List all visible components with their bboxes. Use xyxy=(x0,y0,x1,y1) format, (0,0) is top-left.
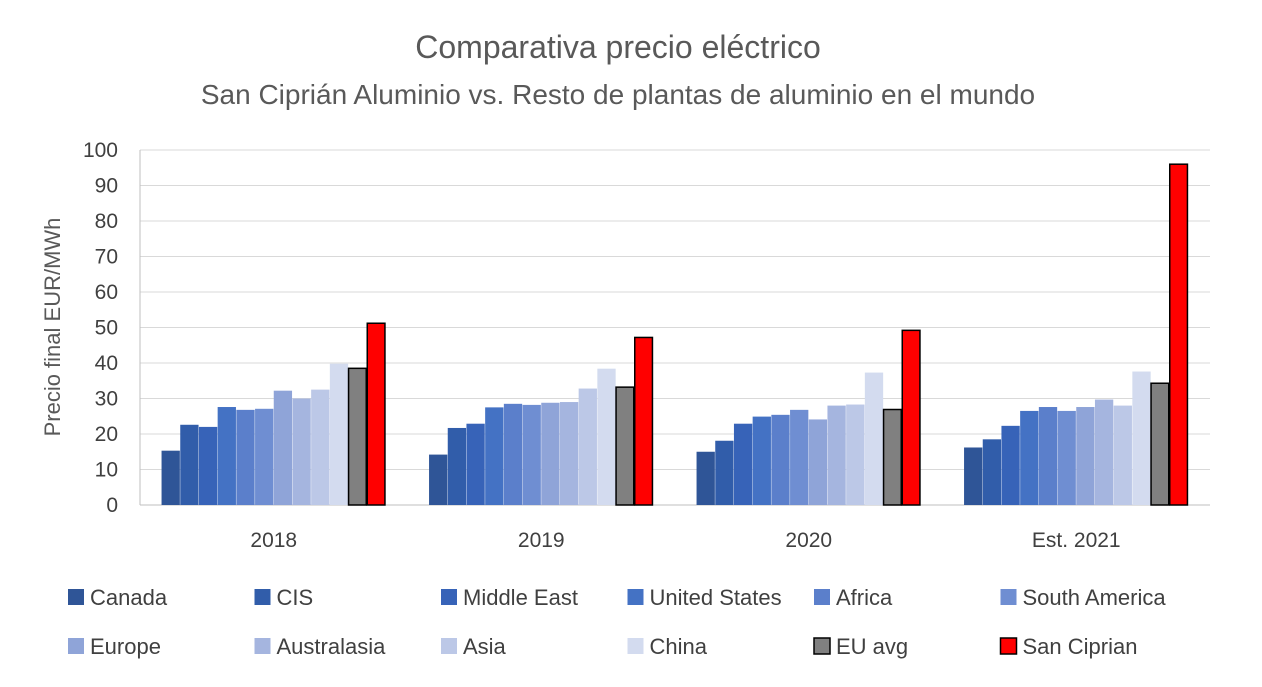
bar xyxy=(198,426,218,505)
bar xyxy=(1057,410,1076,505)
bar xyxy=(1094,399,1114,505)
legend-swatch xyxy=(68,589,84,605)
y-tick-label: 80 xyxy=(95,210,118,233)
bar xyxy=(1001,425,1020,505)
x-axis-ticks: 2018 2019 2020 Est. 2021 xyxy=(250,529,1120,552)
bar xyxy=(447,427,467,505)
bar xyxy=(578,388,597,505)
y-tick-label: 100 xyxy=(83,139,118,162)
bar xyxy=(696,451,715,505)
chart-subtitle: San Ciprián Aluminio vs. Resto de planta… xyxy=(201,79,1035,110)
legend-label: EU avg xyxy=(836,634,908,659)
bar xyxy=(503,403,523,505)
bar xyxy=(559,402,579,505)
legend-label: San Ciprian xyxy=(1023,634,1138,659)
bars xyxy=(161,163,1189,506)
y-tick-label: 40 xyxy=(95,352,118,375)
bar xyxy=(733,423,753,505)
bar xyxy=(882,408,902,506)
y-tick-label: 70 xyxy=(95,246,118,269)
legend-label: Africa xyxy=(836,585,893,610)
legend-label: CIS xyxy=(277,585,314,610)
legend-label: Canada xyxy=(90,585,168,610)
x-tick-label: Est. 2021 xyxy=(1032,529,1121,552)
bar xyxy=(846,404,865,505)
legend-label: China xyxy=(650,634,708,659)
legend-swatch xyxy=(1000,589,1017,605)
y-tick-label: 0 xyxy=(106,494,118,517)
bar xyxy=(311,389,330,505)
bar xyxy=(1169,163,1189,506)
legend: Canada CIS Middle East United States Africa S… xyxy=(68,585,1166,659)
legend-label: Australasia xyxy=(277,634,387,659)
legend-label: Europe xyxy=(90,634,161,659)
legend-label: Middle East xyxy=(463,585,578,610)
bar xyxy=(634,336,654,506)
bar xyxy=(715,440,734,505)
bar xyxy=(236,409,255,505)
y-axis-ticks: 0 10 20 30 40 50 60 70 80 90 100 xyxy=(83,139,118,517)
bar xyxy=(347,367,367,506)
legend-label: United States xyxy=(650,585,782,610)
bar xyxy=(982,439,1002,505)
chart-title: Comparativa precio eléctrico xyxy=(415,29,821,65)
bar xyxy=(752,416,771,505)
bar xyxy=(1038,407,1058,505)
bar xyxy=(790,409,809,505)
bar xyxy=(808,419,828,505)
y-tick-label: 10 xyxy=(95,459,118,482)
legend-swatch xyxy=(814,589,830,605)
y-axis-label: Precio final EUR/MWh xyxy=(40,218,65,437)
legend-label: Asia xyxy=(463,634,507,659)
legend-swatch xyxy=(627,638,644,654)
bar xyxy=(366,322,386,506)
legend-label: South America xyxy=(1023,585,1167,610)
x-tick-label: 2020 xyxy=(785,529,832,552)
legend-swatch xyxy=(254,638,271,654)
bar xyxy=(217,407,236,505)
legend-swatch xyxy=(441,638,457,654)
legend-swatch xyxy=(254,589,271,605)
bar xyxy=(255,408,274,505)
legend-swatch xyxy=(999,637,1018,655)
bar xyxy=(180,424,199,505)
bar xyxy=(1020,410,1039,505)
bar xyxy=(292,398,311,505)
bar xyxy=(864,372,884,505)
y-tick-label: 60 xyxy=(95,281,118,304)
bar xyxy=(429,454,448,505)
y-tick-label: 20 xyxy=(95,423,118,446)
bar xyxy=(541,402,560,505)
legend-swatch xyxy=(68,638,84,654)
bar xyxy=(485,407,504,505)
bar xyxy=(771,414,790,505)
legend-swatch xyxy=(627,589,644,605)
x-tick-label: 2019 xyxy=(518,529,565,552)
y-tick-label: 50 xyxy=(95,317,118,340)
bar xyxy=(1150,382,1170,506)
bar xyxy=(901,329,921,506)
bar xyxy=(827,405,846,505)
bar xyxy=(1076,407,1095,505)
bar xyxy=(329,363,349,505)
legend-swatch xyxy=(441,589,457,605)
bar xyxy=(522,404,541,505)
bar xyxy=(273,390,293,505)
bar xyxy=(964,447,983,505)
bar xyxy=(615,386,635,506)
bar xyxy=(161,450,180,505)
bar xyxy=(597,368,616,505)
bar xyxy=(1132,371,1151,505)
x-tick-label: 2018 xyxy=(250,529,297,552)
bar xyxy=(1113,405,1132,505)
bar xyxy=(466,423,485,505)
y-tick-label: 30 xyxy=(95,388,118,411)
y-tick-label: 90 xyxy=(95,175,118,198)
legend-swatch xyxy=(813,637,831,655)
